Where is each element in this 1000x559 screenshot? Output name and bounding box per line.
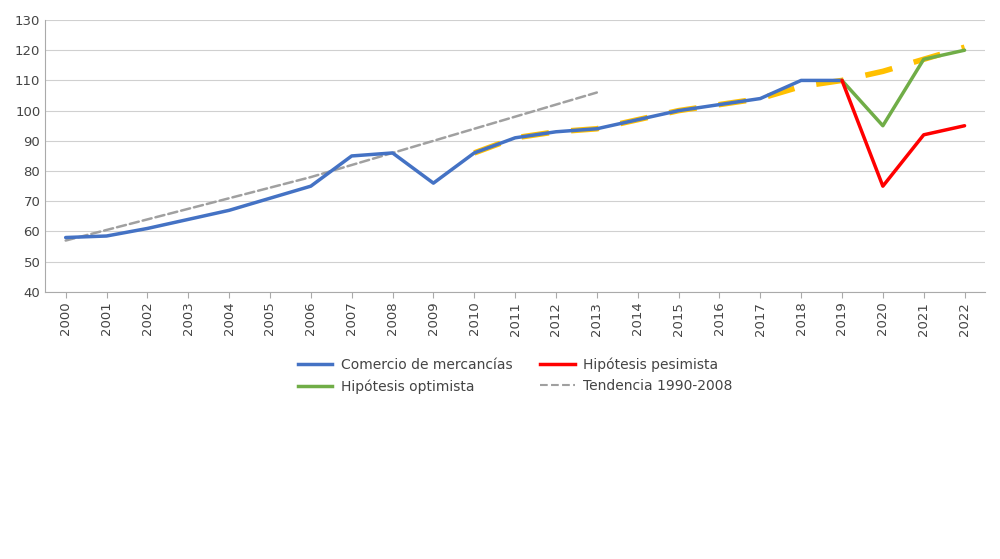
Legend: Comercio de mercancías, Hipótesis optimista, Hipótesis pesimista, Tendencia 1990: Comercio de mercancías, Hipótesis optimi…	[292, 352, 738, 399]
